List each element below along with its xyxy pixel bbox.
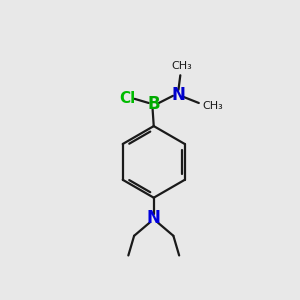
- Text: CH₃: CH₃: [202, 101, 223, 111]
- Text: B: B: [147, 95, 160, 113]
- Text: CH₃: CH₃: [171, 61, 192, 70]
- Text: Cl: Cl: [119, 91, 135, 106]
- Text: N: N: [171, 86, 185, 104]
- Text: N: N: [147, 209, 161, 227]
